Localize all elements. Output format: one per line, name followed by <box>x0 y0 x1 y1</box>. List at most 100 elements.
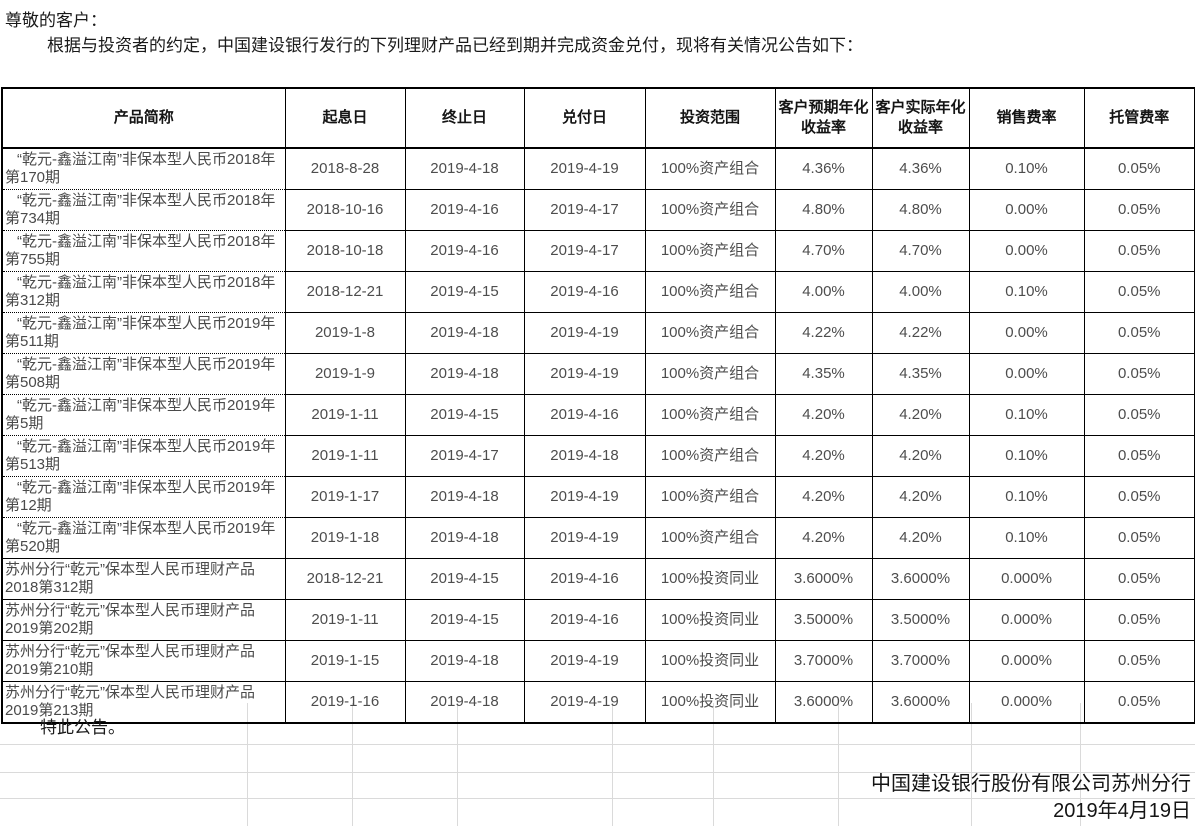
table-cell: 0.00% <box>968 230 1085 272</box>
table-cell: 4.20% <box>774 476 873 518</box>
product-name-cell: 苏州分行“乾元”保本型人民币理财产品2019第210期 <box>1 640 286 682</box>
table-cell: 2019-4-18 <box>404 147 525 190</box>
intro-paragraph: 根据与投资者的约定，中国建设银行发行的下列理财产品已经到期并完成资金兑付，现将有… <box>47 36 863 55</box>
product-name-cell: “乾元-鑫溢江南”非保本型人民币2019年第513期 <box>1 435 286 477</box>
table-cell: 2019-4-18 <box>404 476 525 518</box>
product-name-cell: “乾元-鑫溢江南”非保本型人民币2018年第734期 <box>1 189 286 231</box>
table-cell: 2019-4-18 <box>404 517 525 559</box>
table-cell: 0.05% <box>1083 353 1195 395</box>
table-cell: 3.6000% <box>774 558 873 600</box>
faint-gridline <box>457 703 458 826</box>
table-row: “乾元-鑫溢江南”非保本型人民币2018年第170期 2018-8-28 2019-… <box>1 147 1195 190</box>
table-cell: 2018-10-18 <box>284 230 406 272</box>
table-cell: 100%投资同业 <box>644 640 776 682</box>
faint-gridline <box>612 703 613 826</box>
table-cell: 2019-4-18 <box>404 681 525 724</box>
table-cell: 2019-1-16 <box>284 681 406 724</box>
faint-gridline <box>713 703 714 826</box>
table-cell: 4.22% <box>871 312 970 354</box>
table-cell: 3.7000% <box>774 640 873 682</box>
column-header: 托管费率 <box>1083 87 1195 149</box>
table-cell: 0.000% <box>968 599 1085 641</box>
product-name-cell: “乾元-鑫溢江南”非保本型人民币2018年第755期 <box>1 230 286 272</box>
greeting-text: 尊敬的客户： <box>5 11 107 30</box>
column-header: 终止日 <box>404 87 525 149</box>
table-cell: 2019-4-18 <box>523 435 646 477</box>
table-cell: 4.70% <box>774 230 873 272</box>
table-cell: 2018-12-21 <box>284 271 406 313</box>
table-row: “乾元-鑫溢江南”非保本型人民币2019年第511期 2019-1-8 2019-4… <box>1 312 1195 354</box>
table-cell: 4.20% <box>774 435 873 477</box>
table-row: 苏州分行“乾元”保本型人民币理财产品2019第202期 2019-1-11 2019… <box>1 599 1195 641</box>
column-header: 销售费率 <box>968 87 1085 149</box>
table-cell: 2019-1-18 <box>284 517 406 559</box>
product-name-cell: “乾元-鑫溢江南”非保本型人民币2019年第511期 <box>1 312 286 354</box>
table-cell: 4.20% <box>871 476 970 518</box>
table-row: 苏州分行“乾元”保本型人民币理财产品2019第213期 2019-1-16 2019… <box>1 681 1195 724</box>
table-cell: 0.10% <box>968 147 1085 190</box>
table-cell: 100%资产组合 <box>644 435 776 477</box>
table-cell: 2019-4-16 <box>523 599 646 641</box>
table-cell: 4.80% <box>871 189 970 231</box>
table-cell: 2019-4-15 <box>404 271 525 313</box>
table-row: “乾元-鑫溢江南”非保本型人民币2018年第312期 2018-12-21 2019… <box>1 271 1195 313</box>
table-cell: 2019-4-19 <box>523 147 646 190</box>
faint-gridline <box>352 703 353 826</box>
table-row: “乾元-鑫溢江南”非保本型人民币2019年第513期 2019-1-11 2019-… <box>1 435 1195 477</box>
table-cell: 2019-4-19 <box>523 640 646 682</box>
table-cell: 0.05% <box>1083 189 1195 231</box>
table-cell: 2019-4-19 <box>523 312 646 354</box>
table-row: 苏州分行“乾元”保本型人民币理财产品2018第312期 2018-12-21 201… <box>1 558 1195 600</box>
table-cell: 100%资产组合 <box>644 271 776 313</box>
table-cell: 2019-1-8 <box>284 312 406 354</box>
table-cell: 3.7000% <box>871 640 970 682</box>
table-row: “乾元-鑫溢江南”非保本型人民币2019年第12期 2019-1-17 2019-4… <box>1 476 1195 518</box>
table-cell: 2019-1-15 <box>284 640 406 682</box>
table-cell: 2019-1-11 <box>284 394 406 436</box>
table-cell: 2019-4-15 <box>404 394 525 436</box>
column-header: 兑付日 <box>523 87 646 149</box>
table-cell: 4.35% <box>871 353 970 395</box>
table-cell: 4.36% <box>774 147 873 190</box>
table-cell: 0.10% <box>968 476 1085 518</box>
table-cell: 0.000% <box>968 558 1085 600</box>
table-cell: 4.00% <box>774 271 873 313</box>
table-cell: 2019-4-17 <box>523 189 646 231</box>
table-cell: 2019-1-11 <box>284 435 406 477</box>
table-cell: 0.05% <box>1083 476 1195 518</box>
faint-gridline <box>0 744 1195 745</box>
table-cell: 0.05% <box>1083 681 1195 724</box>
table-cell: 0.05% <box>1083 271 1195 313</box>
table-cell: 0.05% <box>1083 230 1195 272</box>
table-cell: 2019-4-16 <box>404 189 525 231</box>
faint-gridline <box>0 772 1195 773</box>
table-cell: 2019-4-17 <box>404 435 525 477</box>
signature-date: 2019年4月19日 <box>1053 800 1191 822</box>
table-cell: 4.20% <box>871 435 970 477</box>
table-cell: 0.05% <box>1083 640 1195 682</box>
table-cell: 2018-8-28 <box>284 147 406 190</box>
table-cell: 2019-4-16 <box>523 271 646 313</box>
faint-gridline <box>971 703 972 826</box>
table-cell: 4.35% <box>774 353 873 395</box>
table-cell: 0.05% <box>1083 517 1195 559</box>
table-cell: 2019-1-17 <box>284 476 406 518</box>
table-cell: 2019-1-11 <box>284 599 406 641</box>
table-cell: 4.36% <box>871 147 970 190</box>
table-cell: 0.10% <box>968 394 1085 436</box>
table-cell: 100%资产组合 <box>644 517 776 559</box>
table-cell: 2018-12-21 <box>284 558 406 600</box>
product-name-cell: “乾元-鑫溢江南”非保本型人民币2019年第5期 <box>1 394 286 436</box>
table-cell: 4.00% <box>871 271 970 313</box>
table-cell: 0.05% <box>1083 312 1195 354</box>
table-cell: 3.6000% <box>871 681 970 724</box>
table-cell: 0.000% <box>968 640 1085 682</box>
table-row: “乾元-鑫溢江南”非保本型人民币2018年第734期 2018-10-16 2019… <box>1 189 1195 231</box>
table-cell: 100%资产组合 <box>644 189 776 231</box>
table-cell: 2019-4-18 <box>404 640 525 682</box>
table-cell: 0.00% <box>968 353 1085 395</box>
column-header: 投资范围 <box>644 87 776 149</box>
table-cell: 100%资产组合 <box>644 312 776 354</box>
table-cell: 2019-4-19 <box>523 476 646 518</box>
table-cell: 4.20% <box>774 394 873 436</box>
